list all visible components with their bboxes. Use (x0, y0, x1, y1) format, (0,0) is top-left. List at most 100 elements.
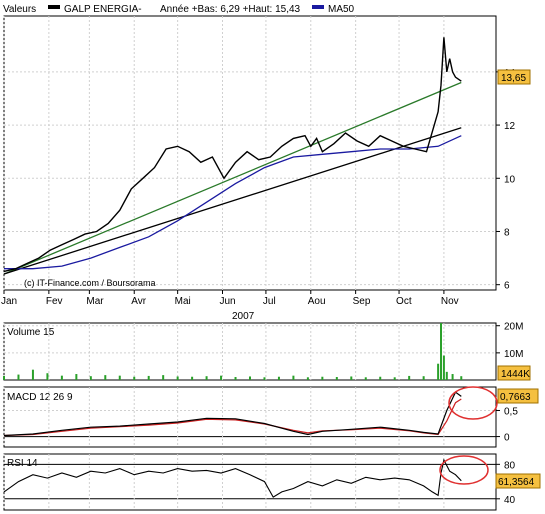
x-axis: Jan Fev Mar Avr Mai Jun Jul Aou Sep Oct Nov (1, 290, 459, 307)
price-grid (3, 16, 496, 290)
rsi-ytick-label-1: 80 (504, 460, 516, 471)
volume-bar-21 (306, 377, 309, 380)
trendline-green (3, 81, 462, 275)
volume-bar-6 (89, 376, 92, 380)
x-tick-label-3: Avr (131, 296, 146, 307)
range-text: Année +Bas: 6,29 +Haut: 15,43 (160, 4, 301, 15)
volume-bar-15 (220, 375, 223, 380)
volume-bar-30 (437, 363, 440, 380)
volume-bar-2 (31, 369, 34, 380)
volume-bar-10 (147, 375, 150, 380)
volume-bar-25 (364, 377, 367, 380)
x-tick-label-9: Oct (396, 296, 412, 307)
rsi-y-axis: 40 80 (496, 460, 516, 506)
rsi-highlight-ellipse (439, 455, 489, 485)
x-axis-year: 2007 (232, 311, 255, 322)
volume-y-axis: 10M 20M (496, 322, 523, 360)
volume-bar-11 (162, 375, 165, 380)
macd-title: MACD 12 26 9 (7, 392, 73, 403)
ma50-legend-label: MA50 (328, 4, 355, 15)
volume-bar-29 (422, 376, 425, 380)
volume-bar-18 (263, 377, 266, 380)
volume-bar-16 (234, 377, 237, 380)
trendline-black (3, 127, 462, 275)
volume-last-value: 1444K (501, 369, 530, 380)
volume-bar-22 (321, 376, 324, 380)
volume-ytick-label-1: 20M (504, 322, 523, 333)
valeurs-label: Valeurs (3, 4, 36, 15)
price-legend-swatch (48, 5, 60, 9)
rsi-badge: 61,3564 (495, 473, 541, 489)
volume-panel-frame (3, 322, 497, 381)
volume-bar-0 (3, 375, 5, 380)
rsi-grid (3, 454, 496, 510)
volume-bar-7 (104, 375, 107, 380)
rsi-last-value: 61,3564 (498, 477, 535, 488)
x-tick-label-1: Fev (46, 296, 63, 307)
x-tick-label-4: Mai (175, 296, 191, 307)
rsi-badge-box (495, 473, 541, 489)
volume-title: Volume 15 (7, 327, 55, 338)
volume-bar-26 (379, 376, 382, 380)
last-price-value: 13,65 (501, 73, 526, 84)
x-tick-label-5: Jun (220, 296, 236, 307)
volume-bar-3 (46, 373, 49, 380)
volume-grid (3, 323, 496, 380)
rsi-line (3, 458, 462, 498)
x-tick-label-10: Nov (441, 296, 459, 307)
price-ytick-label-1: 8 (504, 227, 510, 238)
macd-line (3, 391, 462, 437)
volume-bar-1 (17, 374, 20, 380)
macd-badge: 0,7663 (497, 388, 539, 404)
volume-bar-12 (176, 376, 179, 380)
macd-ytick-label-0: 0 (504, 433, 510, 444)
macd-highlight-ellipse (448, 386, 498, 420)
macd-panel: MACD 12 26 9 0 0,5 0,7663 (3, 386, 539, 448)
rsi-title: RSI 14 (7, 458, 38, 469)
volume-ytick-label-0: 10M (504, 349, 523, 360)
rsi-panel-frame (3, 453, 497, 511)
rsi-ytick-label-0: 40 (504, 495, 516, 506)
rsi-panel: RSI 14 40 80 61,3564 (3, 453, 541, 511)
volume-bar-9 (133, 376, 136, 380)
volume-bar-14 (205, 376, 208, 380)
last-price-badge-box (497, 69, 531, 85)
volume-bar-24 (350, 376, 353, 380)
volume-bar-4 (60, 375, 63, 380)
watermark: (c) IT-Finance.com / Boursorama (24, 278, 156, 288)
volume-bar-17 (249, 376, 251, 380)
volume-bar-31 (440, 323, 443, 380)
volume-bars (3, 323, 463, 380)
macd-last-value: 0,7663 (500, 392, 531, 403)
volume-bar-35 (460, 376, 463, 380)
last-price-badge: 13,65 (497, 69, 531, 85)
volume-bar-27 (393, 377, 396, 380)
volume-bar-19 (277, 376, 280, 380)
price-panel: 68101214 13,65 (c) IT-Finance.com / Bour… (3, 15, 531, 292)
price-ytick-label-0: 6 (504, 281, 510, 292)
volume-bar-28 (408, 375, 411, 380)
volume-bar-13 (191, 376, 194, 380)
instrument-name: GALP ENERGIA- (64, 4, 142, 15)
x-tick-label-8: Sep (353, 296, 371, 307)
volume-bar-20 (292, 375, 295, 380)
price-ytick-label-2: 10 (504, 174, 516, 185)
volume-badge-box (497, 365, 531, 381)
macd-ytick-label-1: 0,5 (504, 406, 518, 417)
x-tick-label-2: Mar (86, 296, 104, 307)
x-tick-label-6: Jul (263, 296, 276, 307)
volume-bar-33 (445, 371, 448, 380)
price-ytick-label-3: 12 (504, 121, 516, 132)
ma50-line (4, 135, 462, 270)
x-tick-label-7: Aou (308, 296, 326, 307)
trendlines (3, 81, 462, 275)
price-y-axis: 68101214 (496, 68, 516, 292)
volume-panel: Volume 15 10M 20M 1444K (3, 322, 531, 381)
price-line (3, 37, 462, 273)
volume-bar-32 (442, 355, 445, 380)
x-tick-label-0: Jan (1, 296, 17, 307)
volume-badge: 1444K (497, 365, 531, 381)
volume-bar-34 (451, 374, 454, 380)
macd-badge-box (497, 388, 539, 404)
